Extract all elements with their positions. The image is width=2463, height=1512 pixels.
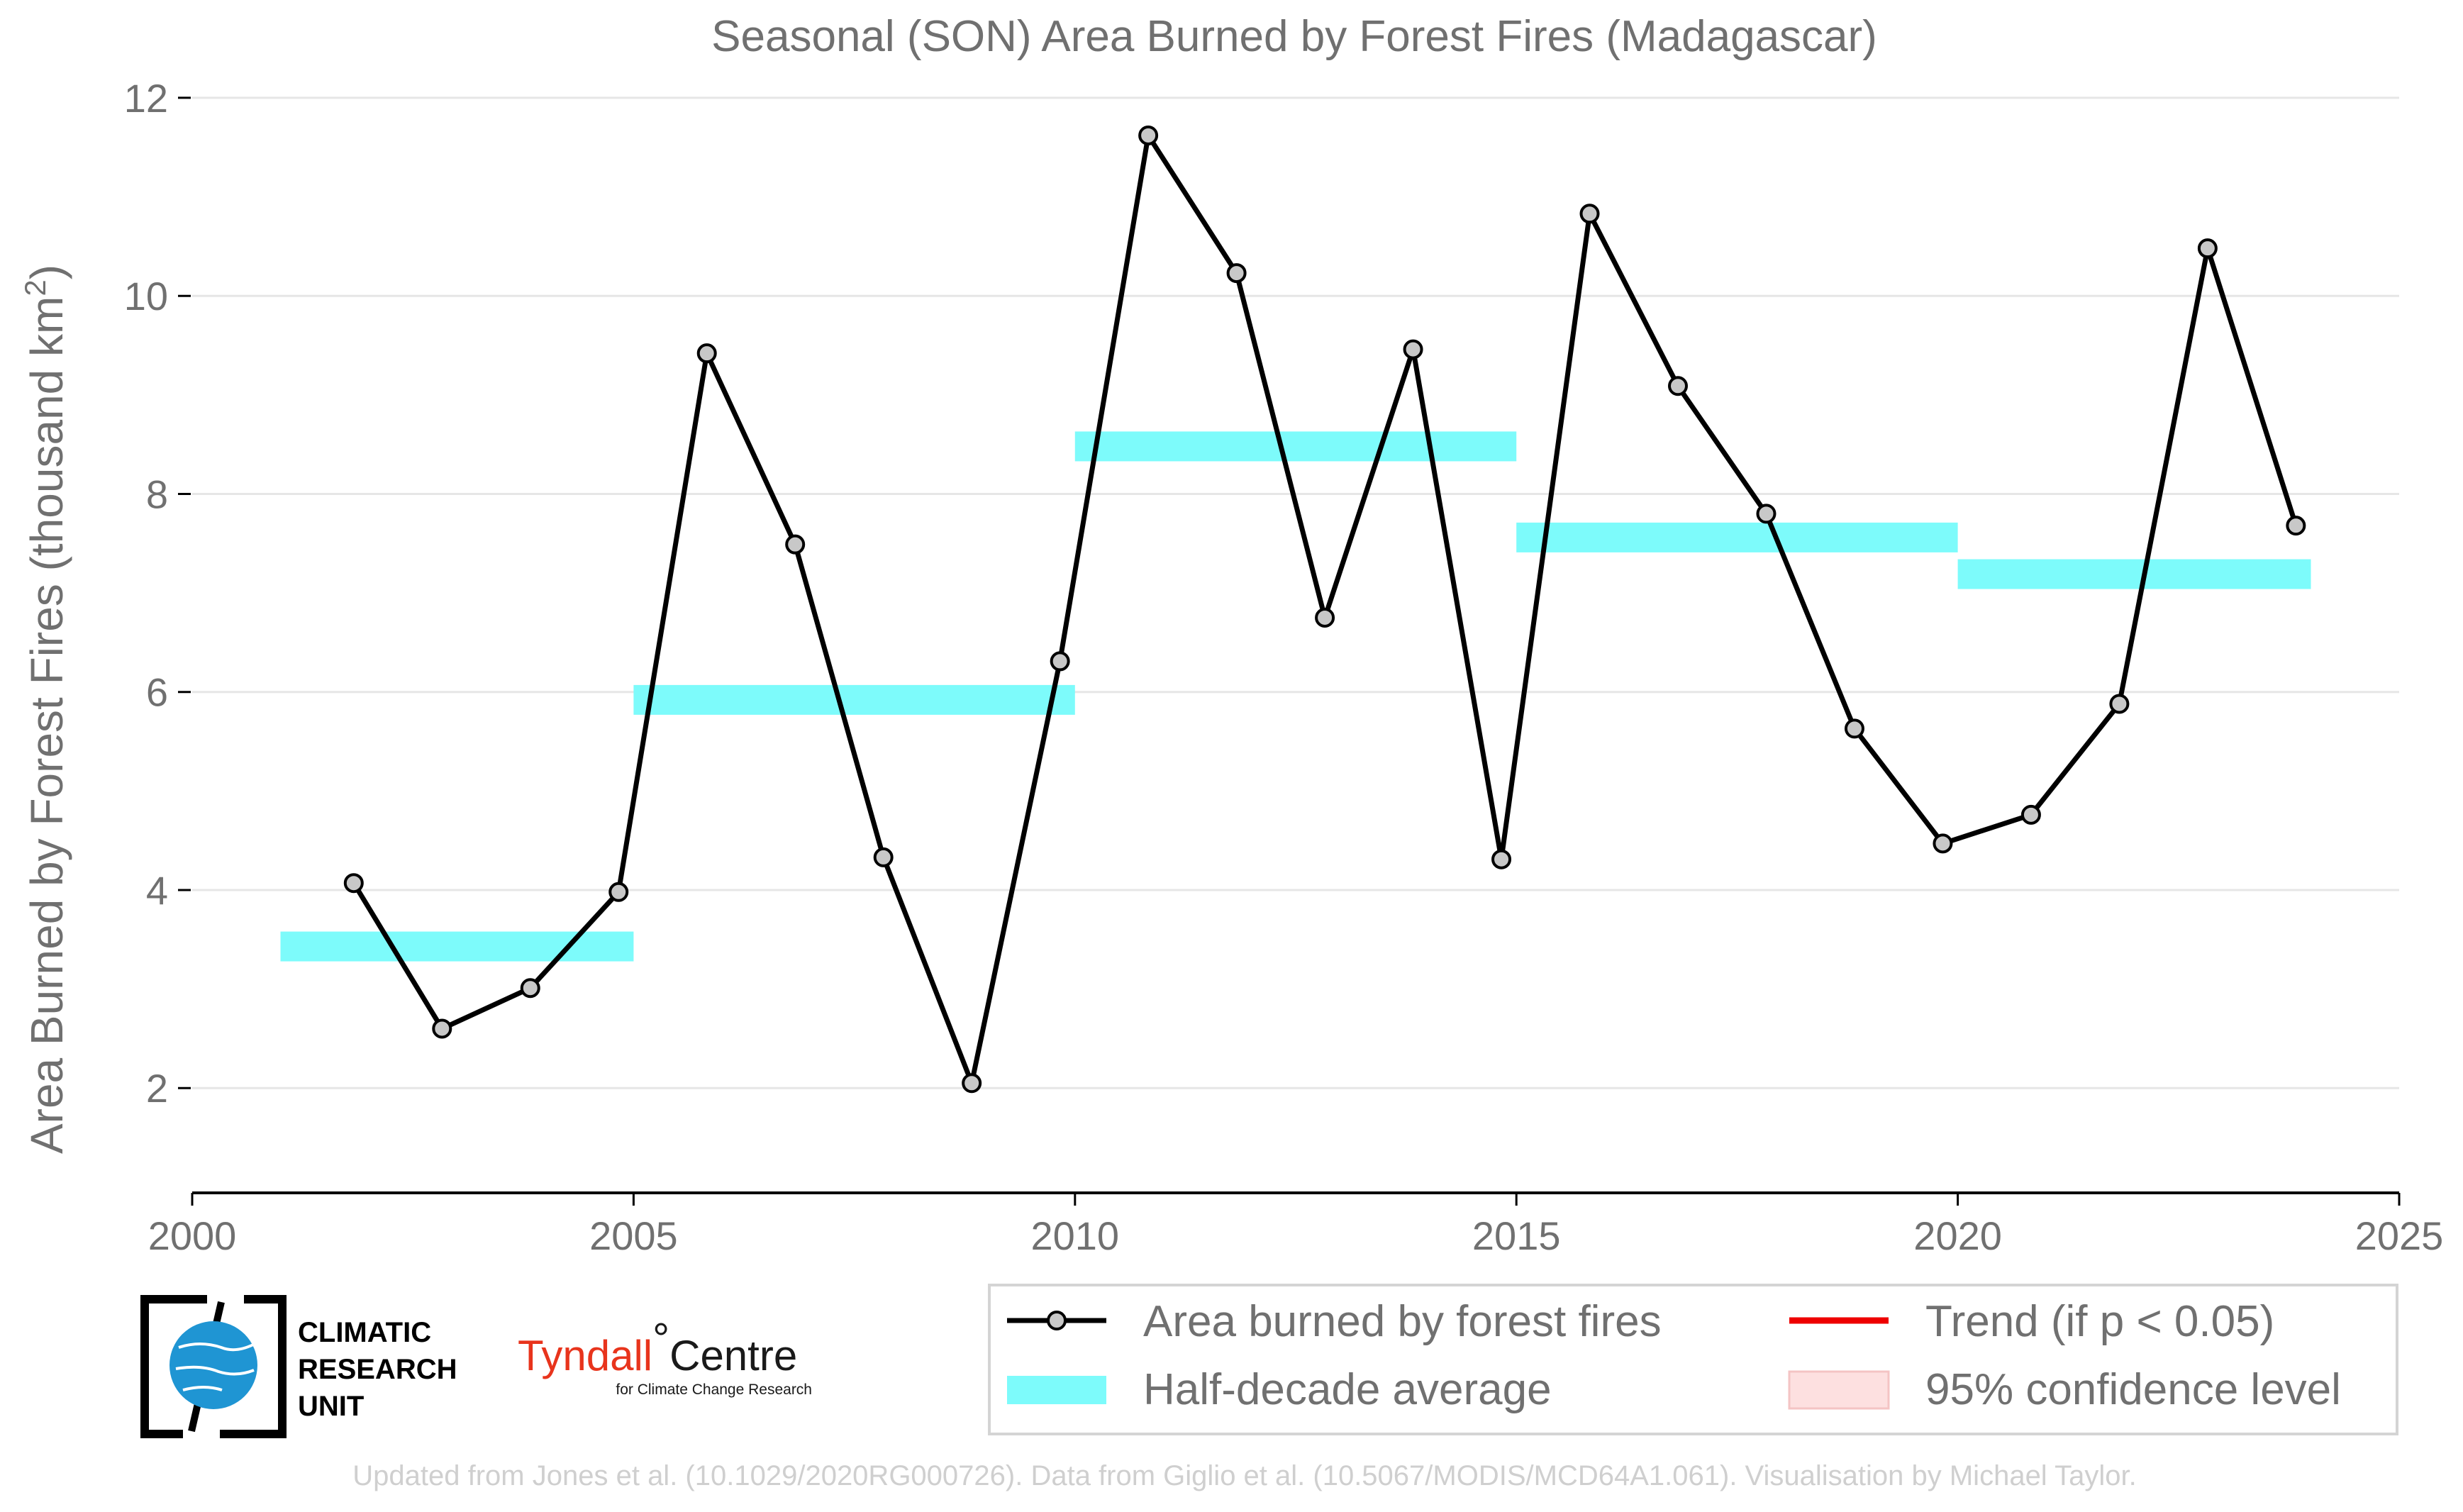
half-decade-bands xyxy=(280,431,2311,962)
cru-line-3: UNIT xyxy=(298,1391,364,1422)
data-point-13 xyxy=(1403,339,1423,360)
x-tick-label-2015: 2015 xyxy=(1472,1213,1561,1258)
half-decade-band-5 xyxy=(1957,559,2311,589)
x-tick-label-2010: 2010 xyxy=(1031,1213,1120,1258)
y-axis-label: Area Burned by Forest Fires (thousand km… xyxy=(18,265,72,1154)
cru-globe-icon xyxy=(169,1321,257,1409)
legend-box xyxy=(988,1284,2398,1435)
data-point-6 xyxy=(785,534,806,555)
x-tick-label-2000: 2000 xyxy=(148,1213,237,1258)
data-point-9 xyxy=(1050,651,1070,672)
x-tick-label-2025: 2025 xyxy=(2355,1213,2444,1258)
grid xyxy=(192,96,2399,1089)
tyndall-logo: Tyndall°Centre for Climate Change Resear… xyxy=(518,1315,812,1398)
legend-marker-area-burned xyxy=(1047,1311,1067,1330)
cru-line-1: CLIMATIC xyxy=(298,1317,431,1348)
y-tick-label-2: 2 xyxy=(146,1066,168,1111)
data-point-1 xyxy=(343,873,364,894)
data-point-12 xyxy=(1315,607,1335,628)
data-point-8 xyxy=(962,1073,982,1094)
y-tick-label-10: 10 xyxy=(124,274,168,318)
data-point-17 xyxy=(1756,504,1777,524)
legend-label-half-decade: Half-decade average xyxy=(1143,1365,1552,1414)
legend-label-trend: Trend (if p < 0.05) xyxy=(1925,1297,2274,1346)
axes: 2 4 6 8 10 12 2000 2005 2010 2015 2020 2025 xyxy=(124,76,2444,1258)
legend-symbol-half-decade xyxy=(1007,1376,1106,1404)
y-tick-label-12: 12 xyxy=(124,76,168,121)
half-decade-band-2 xyxy=(633,684,1075,715)
data-point-4 xyxy=(608,882,629,902)
y-tick-label-8: 8 xyxy=(146,472,168,516)
cru-line-2: RESEARCH xyxy=(298,1354,457,1385)
cru-bracket-right xyxy=(220,1295,287,1438)
tyndall-wordmark: Tyndall°Centre xyxy=(518,1315,797,1379)
data-point-3 xyxy=(520,978,540,999)
data-point-16 xyxy=(1667,376,1688,396)
tyndall-degree: ° xyxy=(652,1315,669,1362)
y-axis-label-superscript: 2 xyxy=(18,279,52,296)
data-point-15 xyxy=(1579,204,1600,224)
y-axis-label-main: Area Burned by Forest Fires (thousand km xyxy=(21,296,72,1154)
y-tick-label-4: 4 xyxy=(146,868,168,913)
half-decade-band-4 xyxy=(1516,522,1958,552)
legend: Area burned by forest fires Trend (if p … xyxy=(988,1284,2398,1435)
chart-title: Seasonal (SON) Area Burned by Forest Fir… xyxy=(711,12,1877,61)
area-burned-series xyxy=(343,125,2306,1094)
data-point-22 xyxy=(2197,238,2218,259)
data-point-23 xyxy=(2286,516,2306,536)
cru-bracket-left xyxy=(140,1295,207,1438)
credit-line: Updated from Jones et al. (10.1029/2020R… xyxy=(352,1460,2136,1491)
cru-globe-lines xyxy=(175,1343,255,1391)
data-point-19 xyxy=(1933,833,1953,854)
half-decade-band-3 xyxy=(1074,431,1517,462)
tyndall-subtitle: for Climate Change Research xyxy=(616,1382,812,1398)
data-point-5 xyxy=(696,343,717,364)
data-point-7 xyxy=(873,847,894,867)
data-point-14 xyxy=(1491,849,1512,869)
y-tick-label-6: 6 xyxy=(146,670,168,715)
cru-logo: CLIMATIC RESEARCH UNIT xyxy=(140,1295,457,1438)
data-point-18 xyxy=(1844,718,1864,739)
legend-symbol-confidence xyxy=(1788,1370,1890,1410)
data-point-20 xyxy=(2020,804,2041,825)
data-point-2 xyxy=(432,1018,452,1039)
x-tick-label-2020: 2020 xyxy=(1913,1213,2002,1258)
data-point-10 xyxy=(1138,125,1159,145)
legend-label-area-burned: Area burned by forest fires xyxy=(1143,1297,1662,1346)
tyndall-name: Tyndall xyxy=(518,1332,652,1379)
data-point-11 xyxy=(1226,263,1247,284)
data-point-21 xyxy=(2109,694,2130,714)
legend-label-confidence: 95% confidence level xyxy=(1925,1365,2341,1414)
y-axis-label-end: ) xyxy=(21,265,72,279)
tyndall-centre: Centre xyxy=(669,1332,797,1379)
x-tick-label-2005: 2005 xyxy=(589,1213,678,1258)
